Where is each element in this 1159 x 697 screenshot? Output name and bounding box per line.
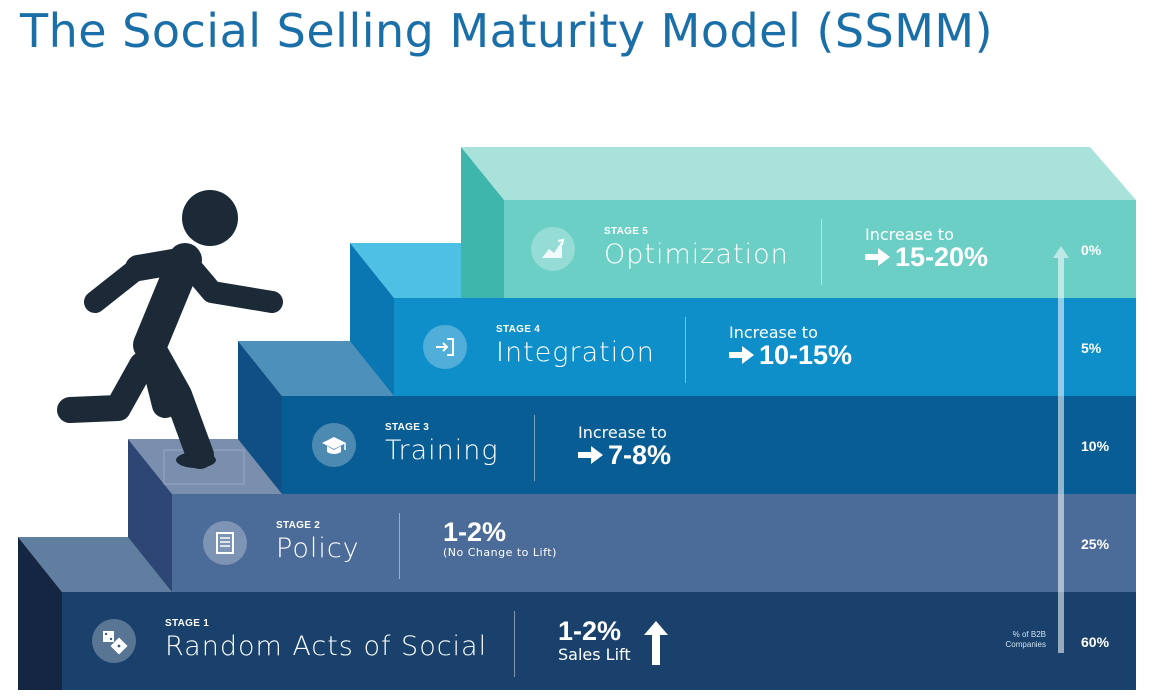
stage-4-lift-value: 10-15%	[759, 340, 853, 370]
stage-5-percent: 0%	[1081, 242, 1102, 258]
stage-1-name: Random Acts of Social	[165, 631, 488, 662]
stage-4-percent: 5%	[1081, 340, 1102, 356]
stage-4-label: STAGE 4	[496, 324, 541, 335]
stage-4-text: STAGE 4 Integration	[496, 324, 655, 368]
stage-4-name: Integration	[496, 337, 655, 368]
stage-2-label: STAGE 2	[276, 520, 321, 531]
stage-3-name: Training	[385, 435, 499, 466]
stage-1-lift-note: Sales Lift	[558, 645, 631, 664]
stage-1-lift-value: 1-2%	[558, 616, 622, 646]
stage-2-step	[128, 439, 1136, 592]
stage-3-text: STAGE 3 Training	[385, 422, 499, 466]
stage-4-lift-prefix: Increase to	[729, 323, 818, 342]
stage-4-divider	[685, 317, 686, 383]
stage-5-lift: Increase to 15-20%	[865, 225, 988, 272]
stage-3-label: STAGE 3	[385, 422, 430, 433]
dice-icon	[92, 619, 136, 663]
stage-2-lift: 1-2% (No Change to Lift)	[443, 517, 557, 560]
stage-4-lift: Increase to 10-15%	[729, 323, 852, 370]
stage-3-lift-prefix: Increase to	[578, 423, 667, 442]
stage-2-divider	[399, 513, 400, 579]
stage-5-text: STAGE 5 Optimization	[604, 226, 789, 270]
stage-1-lift: 1-2% Sales Lift	[558, 616, 631, 665]
stage-3-lift-value: 7-8%	[608, 440, 672, 470]
percent-caption-line-1: % of B2B	[1012, 630, 1046, 639]
growth-chart-icon	[531, 227, 575, 271]
stage-5-lift-value: 15-20%	[895, 242, 989, 272]
document-icon	[203, 521, 247, 565]
stage-2-percent: 25%	[1081, 536, 1110, 552]
stage-5-step	[461, 147, 1136, 298]
graduation-cap-icon	[312, 423, 356, 467]
stage-3-percent: 10%	[1081, 438, 1110, 454]
right-arrow-icon	[578, 443, 604, 470]
stage-3-step	[238, 341, 1136, 494]
stage-3-lift: Increase to 7-8%	[578, 423, 671, 470]
stage-5-lift-prefix: Increase to	[865, 225, 954, 244]
right-arrow-icon	[729, 343, 755, 370]
stage-2-name: Policy	[276, 533, 360, 564]
stage-1-step	[18, 537, 1136, 690]
stage-2-text: STAGE 2 Policy	[276, 520, 360, 564]
up-arrow-icon	[643, 621, 669, 670]
stage-2-lift-value: 1-2%	[443, 517, 507, 547]
running-person-icon	[57, 190, 283, 469]
stage-1-divider	[514, 611, 515, 677]
vertical-arrow	[1053, 246, 1069, 653]
stage-1-label: STAGE 1	[165, 618, 210, 629]
stage-1-percent: 60%	[1081, 634, 1110, 650]
percent-caption-line-2: Companies	[1005, 640, 1046, 649]
stage-5-divider	[821, 219, 822, 285]
stage-2-lift-note: (No Change to Lift)	[443, 546, 557, 559]
percent-caption: % of B2B Companies	[986, 630, 1046, 650]
stage-3-divider	[534, 415, 535, 481]
right-arrow-icon	[865, 245, 891, 272]
stage-5-label: STAGE 5	[604, 226, 649, 237]
page-title: The Social Selling Maturity Model (SSMM)	[20, 4, 994, 58]
stage-5-name: Optimization	[604, 239, 789, 270]
login-icon	[423, 325, 467, 369]
stage-1-text: STAGE 1 Random Acts of Social	[165, 618, 487, 662]
